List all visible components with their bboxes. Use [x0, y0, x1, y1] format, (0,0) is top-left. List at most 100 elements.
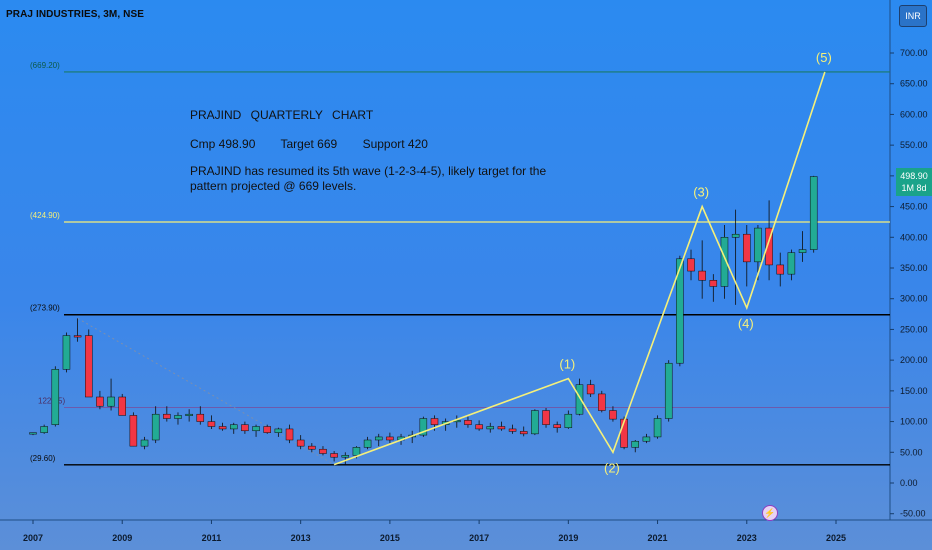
flash-icon[interactable]: ⚡	[762, 505, 778, 521]
candle-body	[642, 436, 651, 442]
candle-body	[73, 335, 82, 338]
candle-body	[374, 436, 383, 441]
y-tick-label: 550.00	[900, 140, 928, 150]
wave-label: (4)	[738, 316, 754, 331]
last-price-badge: 498.90 1M 8d	[896, 168, 932, 196]
last-price-value: 498.90	[900, 171, 928, 181]
candle-body	[129, 415, 138, 447]
candle-body	[40, 426, 48, 433]
x-tick-label: 2021	[648, 533, 668, 543]
candle-body	[519, 431, 528, 435]
candle-body	[51, 369, 60, 425]
candle-body	[185, 413, 193, 416]
x-tick-label: 2013	[291, 533, 311, 543]
candle-body	[285, 428, 294, 441]
x-tick-label: 2025	[826, 533, 846, 543]
y-tick-label: 600.00	[900, 109, 928, 119]
candle-body	[765, 227, 773, 266]
candle-body	[140, 439, 149, 447]
candle-body	[564, 413, 573, 428]
candle-body	[531, 410, 539, 435]
level-label: (424.90)	[30, 211, 60, 220]
candle-body	[241, 424, 249, 432]
candle-body	[62, 335, 71, 370]
y-tick-label: 700.00	[900, 48, 928, 58]
wave-label: (2)	[604, 460, 620, 475]
x-tick-label: 2011	[202, 533, 222, 543]
candle-body	[85, 335, 93, 398]
candle-body	[709, 280, 718, 287]
candle-body	[754, 227, 762, 263]
candle-body	[631, 440, 639, 448]
candle-body	[352, 447, 361, 456]
candle-body	[363, 439, 372, 448]
trend-line	[77, 317, 335, 466]
note-cmp: Cmp 498.90	[190, 137, 256, 151]
candle-body	[330, 453, 338, 458]
candle-body	[542, 410, 550, 425]
y-tick-label: 200.00	[900, 355, 928, 365]
candle-body	[464, 420, 472, 425]
x-tick-label: 2019	[558, 533, 578, 543]
candle-body	[174, 415, 182, 419]
candle-body	[743, 233, 751, 263]
candle-body	[319, 448, 327, 454]
candle-body	[151, 413, 160, 441]
candle-body	[196, 413, 205, 422]
y-tick-label: 400.00	[900, 232, 928, 242]
wave-label: (5)	[816, 50, 832, 65]
candle-body	[341, 455, 350, 458]
bar-countdown: 1M 8d	[901, 183, 927, 193]
y-tick-label: 250.00	[900, 324, 928, 334]
candle-body	[230, 424, 238, 430]
candle-body	[787, 252, 796, 275]
candle-body	[598, 393, 606, 411]
candle-body	[508, 428, 517, 432]
note-support: Support 420	[362, 137, 428, 151]
candle-body	[218, 426, 227, 430]
y-tick-label: 50.00	[900, 447, 923, 457]
candle-body	[252, 426, 260, 432]
candle-body	[430, 418, 439, 425]
level-label: (669.20)	[30, 61, 60, 70]
candle-body	[107, 396, 115, 407]
wave-label: (1)	[559, 357, 575, 372]
y-tick-label: -50.00	[900, 509, 926, 519]
note-description: PRAJIND has resumed its 5th wave (1-2-3-…	[190, 164, 547, 193]
y-tick-label: 300.00	[900, 294, 928, 304]
candle-body	[263, 426, 271, 433]
note-chart-title: PRAJIND QUARTERLY CHART	[190, 108, 374, 122]
candle-body	[809, 176, 818, 250]
currency-button[interactable]: INR	[899, 5, 927, 27]
candle-body	[274, 428, 283, 433]
candle-body	[163, 413, 171, 419]
candle-body	[118, 396, 126, 416]
x-tick-label: 2007	[23, 533, 43, 543]
y-tick-label: 650.00	[900, 79, 928, 89]
chart-title: PRAJ INDUSTRIES, 3M, NSE	[6, 9, 144, 20]
candle-body	[296, 439, 305, 447]
candle-body	[497, 426, 506, 430]
x-tick-label: 2015	[380, 533, 400, 543]
y-tick-label: 150.00	[900, 386, 928, 396]
candle-body	[698, 270, 706, 281]
candle-body	[776, 264, 784, 275]
x-tick-label: 2023	[737, 533, 757, 543]
candle-body	[575, 384, 584, 415]
candle-body	[676, 258, 684, 364]
candle-body	[687, 258, 695, 272]
x-tick-label: 2017	[469, 533, 489, 543]
x-tick-label: 2009	[112, 533, 132, 543]
candle-body	[308, 445, 316, 450]
candle-body	[586, 384, 595, 395]
y-tick-label: 100.00	[900, 417, 928, 427]
candle-body	[29, 432, 37, 435]
candle-body	[798, 249, 807, 253]
candle-body	[475, 424, 483, 430]
candle-body	[486, 426, 495, 430]
candle-body	[653, 418, 662, 438]
candle-body	[664, 362, 673, 419]
level-label: (29.60)	[30, 454, 56, 463]
note-target: Target 669	[280, 137, 338, 151]
